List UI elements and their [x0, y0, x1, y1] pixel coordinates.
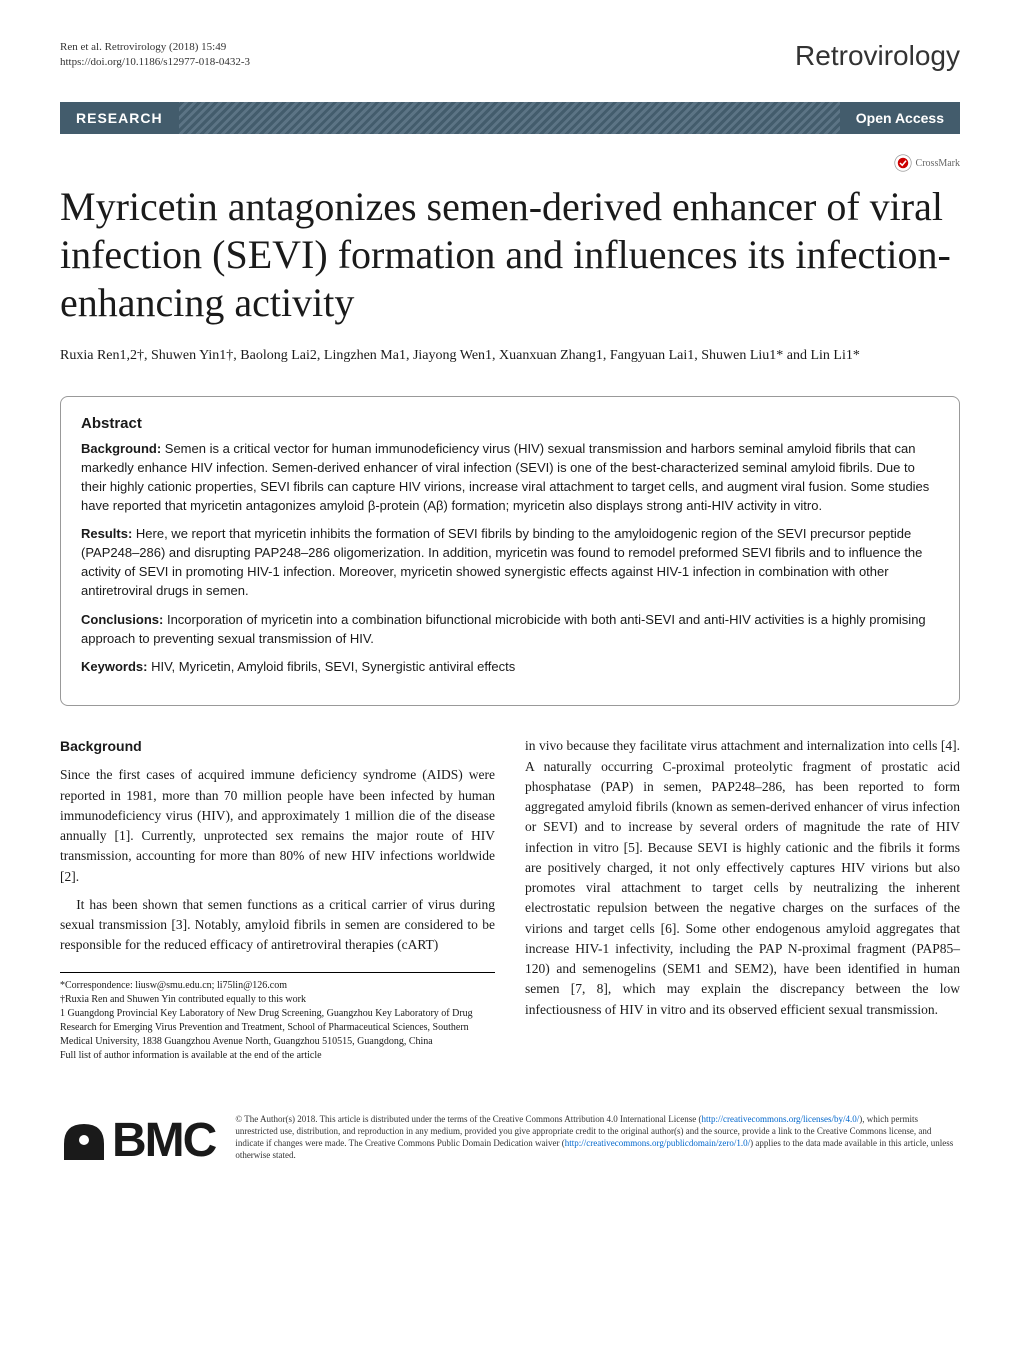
abstract-conclusions-label: Conclusions:: [81, 612, 163, 627]
footer-bar: BMC © The Author(s) 2018. This article i…: [60, 1093, 960, 1168]
license-link[interactable]: http://creativecommons.org/publicdomain/…: [565, 1138, 750, 1148]
abstract-box: Abstract Background: Semen is a critical…: [60, 396, 960, 706]
doi-text: https://doi.org/10.1186/s12977-018-0432-…: [60, 55, 250, 70]
abstract-conclusions-text: Incorporation of myricetin into a combin…: [81, 612, 926, 646]
license-part: © The Author(s) 2018. This article is di…: [235, 1114, 701, 1124]
body-paragraph: It has been shown that semen functions a…: [60, 895, 495, 956]
author-list: Ruxia Ren1,2†, Shuwen Yin1†, Baolong Lai…: [60, 345, 960, 366]
open-access-label: Open Access: [840, 102, 960, 134]
background-heading: Background: [60, 736, 495, 757]
abstract-results-label: Results:: [81, 526, 132, 541]
crossmark-badge[interactable]: CrossMark: [894, 154, 960, 172]
category-banner: RESEARCH Open Access: [60, 102, 960, 134]
license-text: © The Author(s) 2018. This article is di…: [235, 1113, 960, 1162]
abstract-background: Background: Semen is a critical vector f…: [81, 440, 939, 515]
body-paragraph: Since the first cases of acquired immune…: [60, 765, 495, 887]
correspondence-note: *Correspondence: liusw@smu.edu.cn; li75l…: [60, 979, 495, 993]
citation-text: Ren et al. Retrovirology (2018) 15:49: [60, 40, 250, 55]
abstract-conclusions: Conclusions: Incorporation of myricetin …: [81, 611, 939, 649]
full-list-note: Full list of author information is avail…: [60, 1049, 495, 1063]
abstract-heading: Abstract: [81, 415, 939, 432]
bmc-text: BMC: [112, 1113, 215, 1168]
journal-name: Retrovirology: [795, 40, 960, 72]
article-title: Myricetin antagonizes semen-derived enha…: [60, 183, 960, 327]
body-paragraph: in vivo because they facilitate virus at…: [525, 736, 960, 1020]
crossmark-row: CrossMark: [60, 154, 960, 177]
body-columns: Background Since the first cases of acqu…: [60, 736, 960, 1062]
abstract-keywords-label: Keywords:: [81, 659, 147, 674]
bmc-logo: BMC: [60, 1113, 215, 1168]
crossmark-icon: [894, 154, 912, 172]
article-category: RESEARCH: [60, 102, 179, 134]
abstract-background-label: Background:: [81, 441, 161, 456]
license-link[interactable]: http://creativecommons.org/licenses/by/4…: [701, 1114, 859, 1124]
equal-contribution-note: †Ruxia Ren and Shuwen Yin contributed eq…: [60, 993, 495, 1007]
affiliation-note: 1 Guangdong Provincial Key Laboratory of…: [60, 1007, 495, 1049]
page-header: Ren et al. Retrovirology (2018) 15:49 ht…: [60, 40, 960, 72]
column-left: Background Since the first cases of acqu…: [60, 736, 495, 1062]
citation-block: Ren et al. Retrovirology (2018) 15:49 ht…: [60, 40, 250, 71]
abstract-keywords-text: HIV, Myricetin, Amyloid fibrils, SEVI, S…: [147, 659, 515, 674]
footnotes: *Correspondence: liusw@smu.edu.cn; li75l…: [60, 972, 495, 1063]
banner-stripes: [179, 102, 840, 134]
abstract-results-text: Here, we report that myricetin inhibits …: [81, 526, 922, 598]
abstract-keywords: Keywords: HIV, Myricetin, Amyloid fibril…: [81, 658, 939, 677]
crossmark-label: CrossMark: [916, 158, 960, 169]
abstract-results: Results: Here, we report that myricetin …: [81, 525, 939, 600]
bmc-icon: [60, 1116, 108, 1164]
abstract-background-text: Semen is a critical vector for human imm…: [81, 441, 929, 513]
column-right: in vivo because they facilitate virus at…: [525, 736, 960, 1062]
